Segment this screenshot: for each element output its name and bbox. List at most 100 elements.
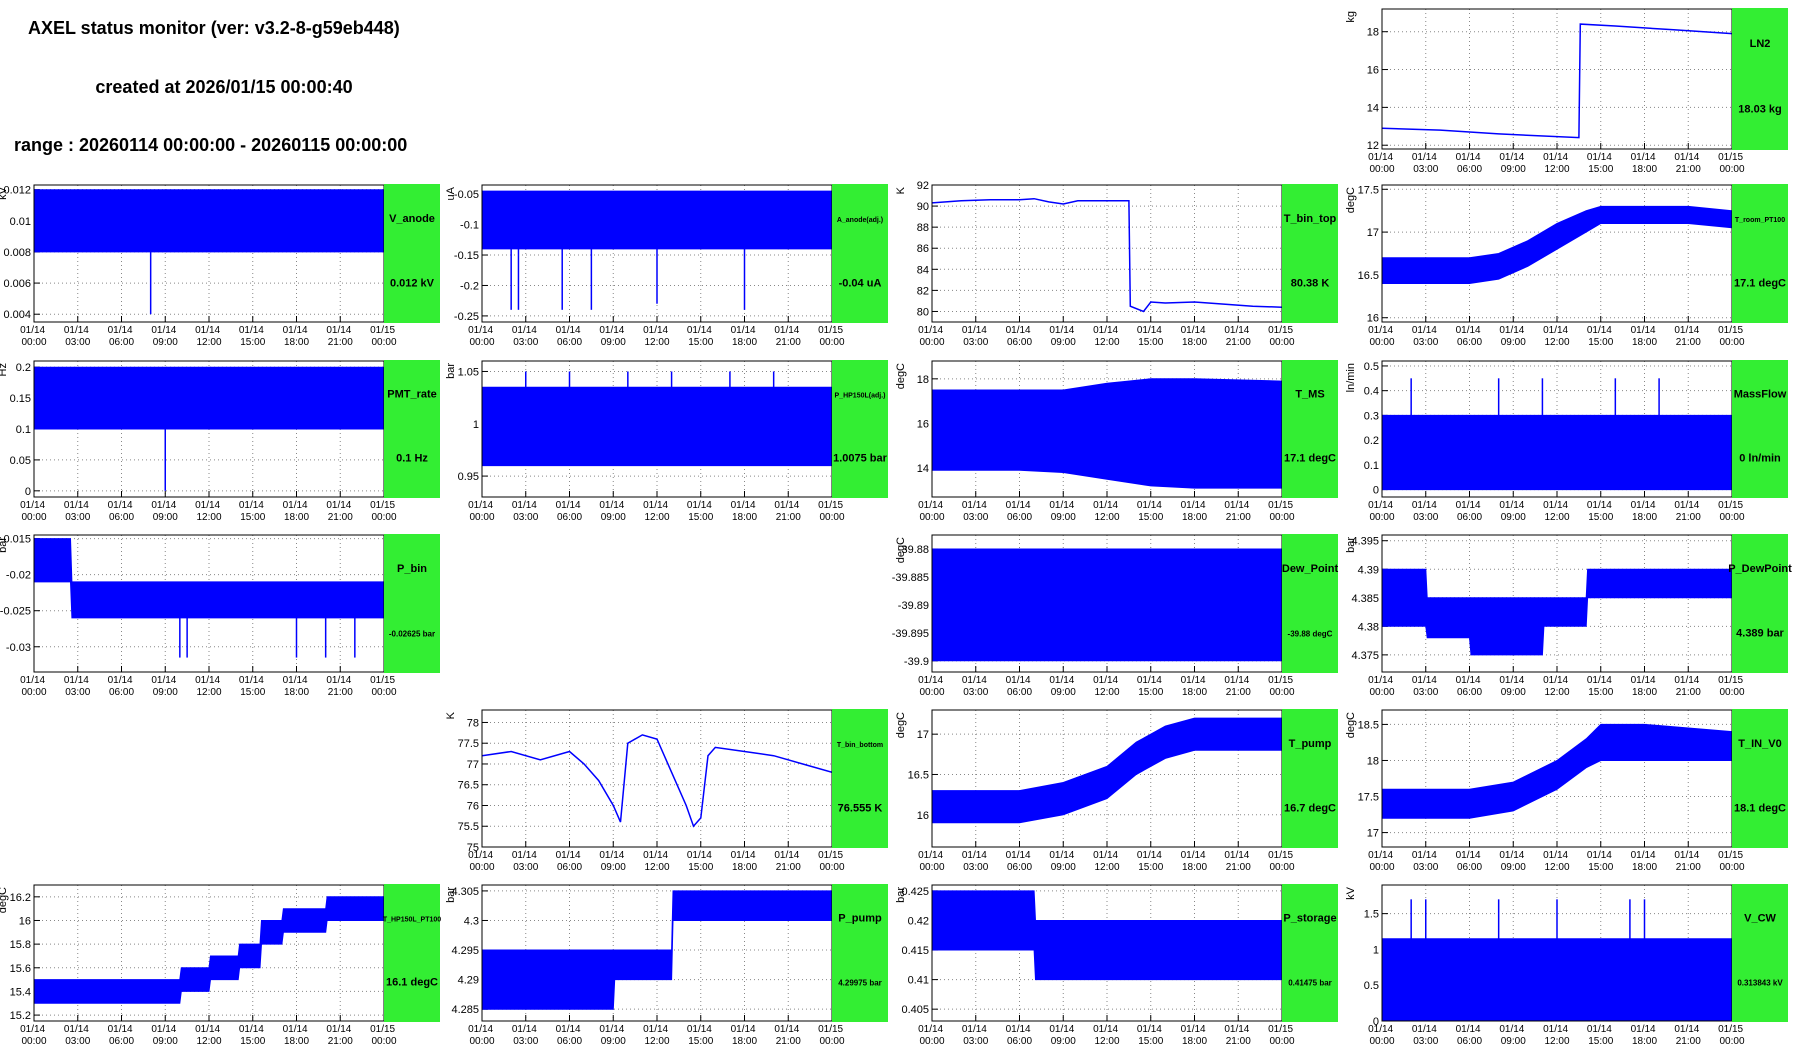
x-tick-label: 01/14 00:00: [918, 675, 946, 698]
panel: 4.285 4.29 4.295 4.3 4.305 01/14 00:00 01/14 0…: [445, 884, 888, 1047]
status-box: [832, 709, 888, 848]
status-box: [1732, 709, 1788, 848]
status-name: Dew_Point: [1282, 563, 1339, 575]
y-axis-label: bar: [445, 363, 457, 379]
x-tick-label: 01/14 21:00: [774, 500, 802, 523]
status-box: [832, 884, 888, 1022]
y-tick-label: 1: [473, 419, 479, 431]
y-tick-label: -39.885: [892, 572, 929, 584]
x-tick-label: 01/14 12:00: [195, 675, 223, 698]
y-tick-label: 18: [1367, 27, 1379, 39]
y-tick-label: 77: [467, 759, 479, 771]
panel: 0 0.5 1 1.5 01/14 00:00 01/14 03:00 01/14 06:0…: [1345, 884, 1788, 1047]
x-tick-label: 01/14 21:00: [1674, 152, 1702, 175]
y-tick-label: -39.89: [898, 600, 929, 612]
y-tick-label: -39.9: [904, 656, 929, 668]
status-name: P_HP150L(adj.): [835, 393, 886, 400]
y-tick-label: 0.42: [908, 915, 929, 927]
y-tick-label: 16.2: [10, 892, 31, 904]
x-tick-label: 01/14 18:00: [1631, 850, 1659, 873]
y-axis-label: bar: [895, 887, 907, 903]
data-band: [34, 896, 384, 1004]
time-range: range : 20260114 00:00:00 - 20260115 00:…: [14, 135, 407, 155]
data-band: [34, 189, 384, 253]
plot-area: [482, 371, 832, 467]
x-tick-label: 01/14 09:00: [1049, 325, 1077, 348]
y-tick-label: 0.4: [1364, 386, 1379, 398]
y-tick-label: 0.3: [1364, 410, 1379, 422]
panel: 75 75.5 76 76.5 77 77.5 78 01/14 00:00 01/14 03:…: [445, 709, 888, 873]
y-tick-label: 15.6: [10, 963, 31, 975]
x-tick-label: 01/14 06:00: [556, 325, 584, 348]
x-tick-label: 01/15 00:00: [370, 1024, 398, 1047]
x-tick-label: 01/14 18:00: [1631, 325, 1659, 348]
x-tick-label: 01/14 15:00: [687, 500, 715, 523]
status-name: P_storage: [1283, 913, 1336, 925]
plot-area: [34, 189, 384, 315]
y-tick-label: 0.004: [3, 309, 31, 321]
y-tick-label: 78: [467, 717, 479, 729]
x-tick-label: 01/14 12:00: [1543, 325, 1571, 348]
x-tick-label: 01/14 03:00: [64, 325, 92, 348]
y-tick-label: 92: [917, 180, 929, 192]
x-tick-label: 01/14 21:00: [1224, 325, 1252, 348]
data-band: [1382, 568, 1732, 656]
y-tick-label: 0.5: [1364, 361, 1379, 373]
data-band: [932, 378, 1282, 489]
y-tick-label: 0.008: [3, 247, 31, 259]
x-tick-label: 01/14 06:00: [556, 1024, 584, 1047]
data-band: [34, 366, 384, 430]
panel: 4.375 4.38 4.385 4.39 4.395 01/14 00:00 01/14 …: [1345, 534, 1792, 698]
y-tick-label: 0.012: [3, 185, 31, 197]
x-tick-label: 01/15 00:00: [370, 500, 398, 523]
x-tick-label: 01/14 15:00: [239, 675, 267, 698]
y-tick-label: 4.295: [451, 945, 479, 957]
data-line: [932, 197, 1282, 313]
y-axis-label: ln/min: [1345, 363, 1357, 392]
x-tick-label: 01/14 03:00: [962, 850, 990, 873]
x-tick-label: 01/14 06:00: [1006, 850, 1034, 873]
x-tick-label: 01/14 18:00: [1631, 500, 1659, 523]
x-tick-label: 01/14 21:00: [1674, 500, 1702, 523]
data-band: [1382, 205, 1732, 284]
y-tick-label: 0.425: [901, 886, 929, 898]
x-tick-label: 01/14 03:00: [962, 675, 990, 698]
y-axis-label: kV: [0, 186, 9, 200]
status-box: [1282, 884, 1338, 1022]
panel: 12 14 16 18 01/14 00:00 01/14 03:00 01/14 06:0…: [1345, 8, 1788, 175]
x-tick-label: 01/14 15:00: [1137, 850, 1165, 873]
x-tick-label: 01/14 15:00: [1137, 675, 1165, 698]
status-name: T_HP150L_PT100: [383, 917, 441, 924]
y-tick-label: 0.1: [16, 424, 31, 436]
panel: -0.015 -0.02 -0.025 -0.03 01/14 00:00 01/14 0…: [0, 534, 440, 698]
x-tick-label: 01/15 00:00: [1718, 675, 1746, 698]
x-tick-label: 01/14 00:00: [20, 675, 48, 698]
x-tick-label: 01/14 03:00: [64, 500, 92, 523]
plot-area: [34, 366, 384, 491]
x-tick-label: 01/14 00:00: [468, 850, 496, 873]
status-name: T_IN_V0: [1738, 738, 1781, 750]
x-tick-label: 01/14 21:00: [1224, 1024, 1252, 1047]
plot-area: [482, 890, 832, 1010]
panel: 0 0.1 0.2 0.3 0.4 0.5 01/14 00:00 01/14 03:00 01…: [1345, 360, 1788, 523]
y-tick-label: 75: [467, 842, 479, 854]
x-tick-label: 01/14 21:00: [774, 1024, 802, 1047]
x-tick-label: 01/14 18:00: [1181, 850, 1209, 873]
x-tick-label: 01/14 00:00: [1368, 1024, 1396, 1047]
x-tick-label: 01/15 00:00: [1718, 1024, 1746, 1047]
plot-area: [1382, 378, 1732, 491]
y-tick-label: -0.03: [6, 642, 31, 654]
x-tick-label: 01/14 12:00: [1543, 850, 1571, 873]
y-tick-label: 4.29: [458, 975, 479, 987]
y-tick-label: 17: [1367, 227, 1379, 239]
x-tick-label: 01/15 00:00: [818, 850, 846, 873]
x-tick-label: 01/14 06:00: [1006, 1024, 1034, 1047]
x-tick-label: 01/14 12:00: [195, 1024, 223, 1047]
y-tick-label: 17: [917, 729, 929, 741]
status-name: T_bin_top: [1284, 213, 1337, 225]
x-tick-label: 01/15 00:00: [1718, 850, 1746, 873]
plot-area: [1382, 23, 1732, 139]
status-value: 18.03 kg: [1738, 104, 1781, 116]
